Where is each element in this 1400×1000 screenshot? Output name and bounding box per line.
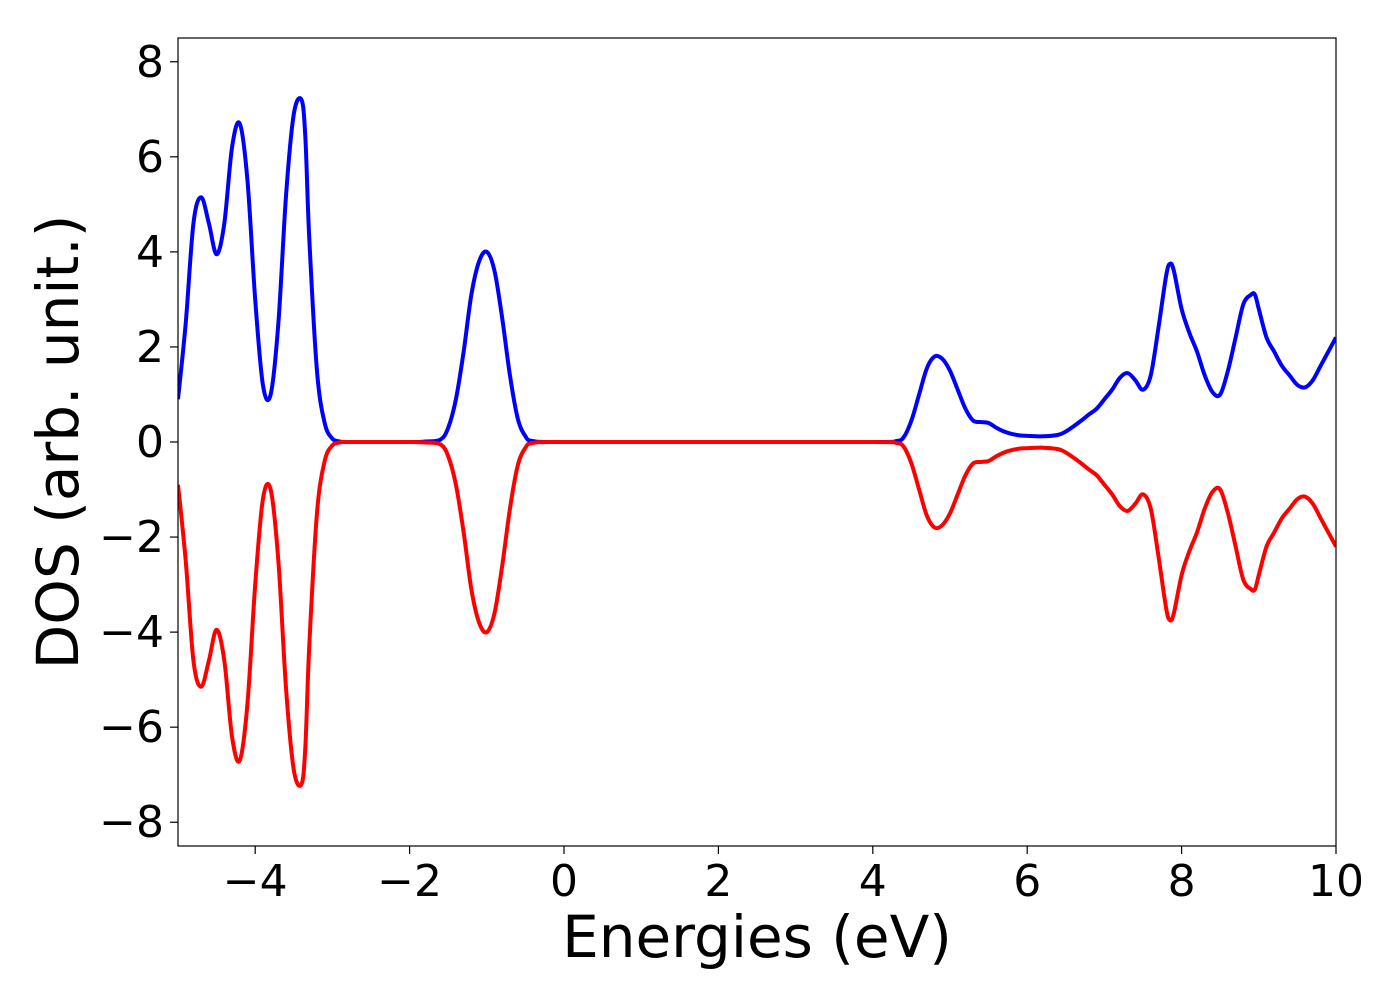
series-line-negative xyxy=(178,439,1336,788)
x-tick-label: 2 xyxy=(704,856,732,907)
y-axis: 8 6 4 2 0 −2 −4 −6 −8 xyxy=(99,37,178,848)
y-tick-label: −8 xyxy=(99,797,164,848)
x-tick-label: 0 xyxy=(550,856,578,907)
x-tick-label: 10 xyxy=(1308,856,1364,907)
x-axis-title: Energies (eV) xyxy=(562,903,952,971)
y-tick-label: 0 xyxy=(136,417,164,468)
x-tick-label: 6 xyxy=(1013,856,1041,907)
x-tick-label: −2 xyxy=(377,856,442,907)
y-tick-label: 4 xyxy=(136,227,164,278)
series-layer xyxy=(178,96,1336,788)
y-tick-label: 8 xyxy=(136,37,164,88)
series-line-positive xyxy=(178,96,1336,445)
y-axis-title: DOS (arb. unit.) xyxy=(24,215,92,670)
x-tick-label: 4 xyxy=(859,856,887,907)
y-tick-label: −4 xyxy=(99,607,164,658)
x-tick-label: −4 xyxy=(223,856,288,907)
y-tick-label: −2 xyxy=(99,512,164,563)
y-tick-label: −6 xyxy=(99,702,164,753)
x-tick-label: 8 xyxy=(1168,856,1196,907)
x-axis: −4 −2 0 2 4 6 8 10 xyxy=(223,846,1364,907)
y-tick-label: 6 xyxy=(136,132,164,183)
y-tick-label: 2 xyxy=(136,322,164,373)
